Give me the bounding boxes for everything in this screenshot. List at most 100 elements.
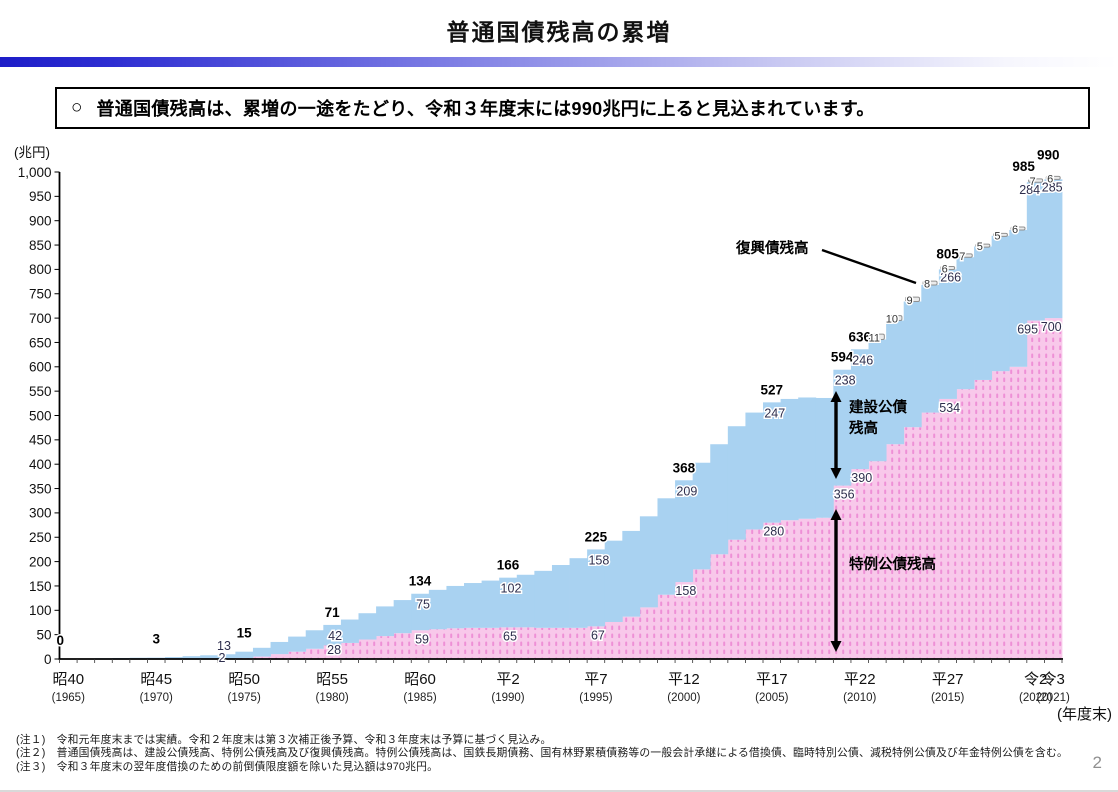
x-tick-era: 平7 [584, 671, 607, 688]
total-label: 594 [831, 350, 854, 365]
reconstruction-value-label: 6 [1047, 173, 1053, 185]
total-label: 225 [585, 529, 608, 544]
reconstruction-value-label: 9 [906, 295, 912, 307]
total-label: 985 [1012, 159, 1035, 174]
y-tick-label: 550 [29, 384, 52, 399]
reconstruction-value-label: 10 [886, 314, 898, 326]
x-tick-era: 平12 [668, 671, 700, 688]
total-label: 166 [497, 558, 520, 573]
special-value-label: 695 [1017, 323, 1038, 337]
construction-value-label: 75 [416, 598, 430, 612]
x-tick-year: (2010) [843, 692, 876, 704]
x-tick-era: 昭40 [52, 671, 84, 688]
construction-value-label: 246 [852, 353, 873, 367]
reconstruction-value-label: 6 [942, 263, 948, 275]
x-tick-year: (2005) [755, 692, 788, 704]
reconstruction-value-label: 7 [959, 251, 965, 263]
construction-value-label: 238 [835, 374, 856, 388]
x-tick-year: (2000) [667, 692, 700, 704]
special-annotation-label: 特例公債残高 [849, 555, 936, 573]
special-value-label: 67 [591, 628, 605, 642]
total-label: 3 [152, 632, 160, 647]
total-label: 805 [936, 246, 959, 261]
x-tick-era: 令3 [1042, 671, 1065, 688]
footnotes: (注１) 令和元年度末までは実績。令和２年度末は第３次補正後予算、令和３年度末は… [16, 734, 1068, 774]
x-tick-year: (1980) [315, 692, 348, 704]
y-tick-label: 1,000 [18, 165, 52, 180]
construction-value-label: 209 [676, 484, 697, 498]
special-value-label: 59 [415, 632, 429, 646]
y-tick-label: 750 [29, 287, 52, 302]
x-axis-suffix-label: (年度末) [1057, 706, 1112, 723]
y-tick-label: 850 [29, 238, 52, 253]
construction-value-label: 42 [328, 629, 342, 643]
reconstruction-value-label: 11 [869, 332, 880, 344]
y-tick-label: 900 [29, 214, 52, 229]
x-tick-year: (1965) [52, 692, 85, 704]
y-tick-label: 950 [29, 189, 52, 204]
reconstruction-value-label: 6 [1012, 224, 1018, 236]
special-value-label: 700 [1041, 320, 1062, 334]
special-value-label: 158 [675, 584, 696, 598]
x-tick-era: 昭50 [228, 671, 260, 688]
x-tick-year: (1990) [491, 692, 524, 704]
y-tick-label: 600 [29, 360, 52, 375]
x-tick-year: (1970) [140, 692, 173, 704]
y-tick-label: 450 [29, 433, 52, 448]
reconstruction-callout-line [822, 250, 916, 283]
footnote-3: (注３) 令和３年度末の翌年度借換のための前倒債限度額を除いた見込額は970兆円… [16, 761, 1068, 774]
x-tick-era: 平22 [844, 671, 876, 688]
x-tick-era: 平27 [932, 671, 964, 688]
x-tick-year: (2015) [931, 692, 964, 704]
special-value-label: 280 [763, 525, 784, 539]
y-tick-label: 300 [29, 506, 52, 521]
reconstruction-value-label: 5 [994, 230, 1000, 242]
special-value-label: 28 [327, 643, 341, 657]
x-tick-year: (1975) [228, 692, 261, 704]
construction-value-label: 102 [501, 582, 522, 596]
total-label: 368 [673, 460, 696, 475]
footnote-2: (注２) 普通国債残高は、建設公債残高、特例公債残高及び復興債残高。特例公債残高… [16, 747, 1068, 760]
construction-value-label: 158 [588, 553, 609, 567]
y-tick-label: 350 [29, 481, 52, 496]
special-value-label: 534 [939, 401, 960, 415]
x-tick-era: 平2 [496, 671, 519, 688]
x-tick-labels: 昭40(1965)昭45(1970)昭50(1975)昭55(1980)昭60(… [52, 671, 1070, 704]
x-tick-year: (2021) [1037, 692, 1070, 704]
reconstruction-value-label: 5 [977, 241, 983, 253]
x-tick-year: (1985) [403, 692, 436, 704]
total-label: 134 [409, 574, 432, 589]
x-tick-year: (1995) [579, 692, 612, 704]
y-tick-label: 0 [44, 652, 52, 667]
y-tick-label: 150 [29, 579, 52, 594]
x-tick-era: 昭60 [404, 671, 436, 688]
y-tick-label: 200 [29, 554, 52, 569]
page-number: 2 [1093, 753, 1102, 773]
construction-value-label: 247 [764, 406, 785, 420]
special-value-label: 2 [219, 651, 226, 665]
reconstruction-annotation-label: 復興債残高 [735, 239, 809, 257]
special-value-label: 356 [834, 488, 855, 502]
y-tick-label: 50 [36, 627, 51, 642]
y-tick-label: 650 [29, 335, 52, 350]
reconstruction-value-label: 8 [924, 279, 930, 291]
y-tick-label: 100 [29, 603, 52, 618]
special-value-label: 65 [503, 629, 517, 643]
total-label: 0 [57, 633, 65, 648]
footnote-1: (注１) 令和元年度末までは実績。令和２年度末は第３次補正後予算、令和３年度末は… [16, 734, 1068, 747]
total-label: 71 [325, 605, 341, 620]
y-tick-label: 800 [29, 262, 52, 277]
y-tick-label: 250 [29, 530, 52, 545]
x-tick-era: 昭55 [316, 671, 348, 688]
total-label: 527 [761, 382, 784, 397]
y-tick-label: 700 [29, 311, 52, 326]
special-value-label: 390 [851, 471, 872, 485]
total-label: 15 [237, 626, 253, 641]
y-tick-label: 400 [29, 457, 52, 472]
x-tick-era: 平17 [756, 671, 788, 688]
construction-annotation-label-line2: 残高 [849, 419, 878, 437]
reconstruction-value-label: 7 [1030, 176, 1036, 188]
y-axis-unit-label: (兆円) [14, 145, 50, 160]
